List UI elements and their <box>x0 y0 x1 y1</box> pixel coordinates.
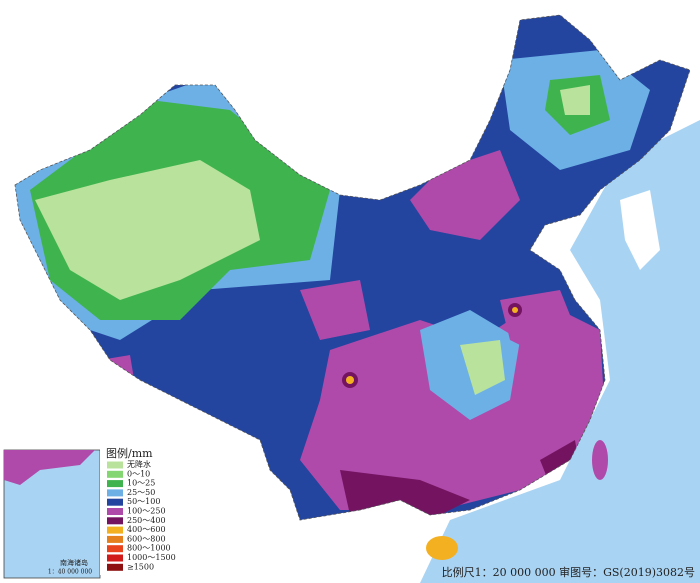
legend-label: 250～400 <box>127 516 166 525</box>
legend-label: 0～10 <box>127 469 150 478</box>
legend-swatch <box>107 526 123 534</box>
legend-swatch <box>107 545 123 553</box>
inset-land <box>4 450 95 485</box>
legend-label: 25～50 <box>127 488 155 497</box>
hainan <box>426 536 458 560</box>
region <box>340 470 470 515</box>
region <box>300 280 370 340</box>
region <box>560 85 590 115</box>
legend-swatch <box>107 508 123 515</box>
inset-scale: 1：40 000 000 <box>48 569 92 576</box>
legend-swatch <box>107 535 123 543</box>
legend-swatch <box>107 498 123 506</box>
legend-swatch <box>107 489 123 497</box>
legend-swatch <box>107 470 123 478</box>
legend-label: 10～25 <box>127 479 155 488</box>
legend-label: ≥1500 <box>127 562 154 571</box>
taiwan <box>592 440 608 480</box>
legend-label: 1000～1500 <box>127 553 176 562</box>
legend-swatch <box>107 480 123 488</box>
legend-label: 100～250 <box>127 507 166 516</box>
legend-label: 无降水 <box>127 459 151 469</box>
legend-swatch <box>107 517 123 525</box>
legend-swatch <box>107 563 123 571</box>
region <box>35 160 260 300</box>
legend-swatch <box>107 461 123 469</box>
legend-swatch <box>107 554 123 562</box>
region <box>346 376 354 384</box>
korea <box>620 190 660 270</box>
legend-label: 600～800 <box>127 534 166 543</box>
region <box>512 307 518 313</box>
legend: 图例/mm 无降水0～1010～2525～5050～100100～250250～… <box>106 446 176 571</box>
legend-label: 800～1000 <box>127 544 171 553</box>
legend-title: 图例/mm <box>106 446 153 460</box>
inset-title: 南海诸岛 <box>60 558 88 567</box>
region <box>460 340 505 395</box>
scale-note: 比例尺1：20 000 000 审图号：GS(2019)3082号 <box>442 565 695 579</box>
legend-label: 50～100 <box>127 497 160 506</box>
legend-label: 400～600 <box>127 525 166 534</box>
